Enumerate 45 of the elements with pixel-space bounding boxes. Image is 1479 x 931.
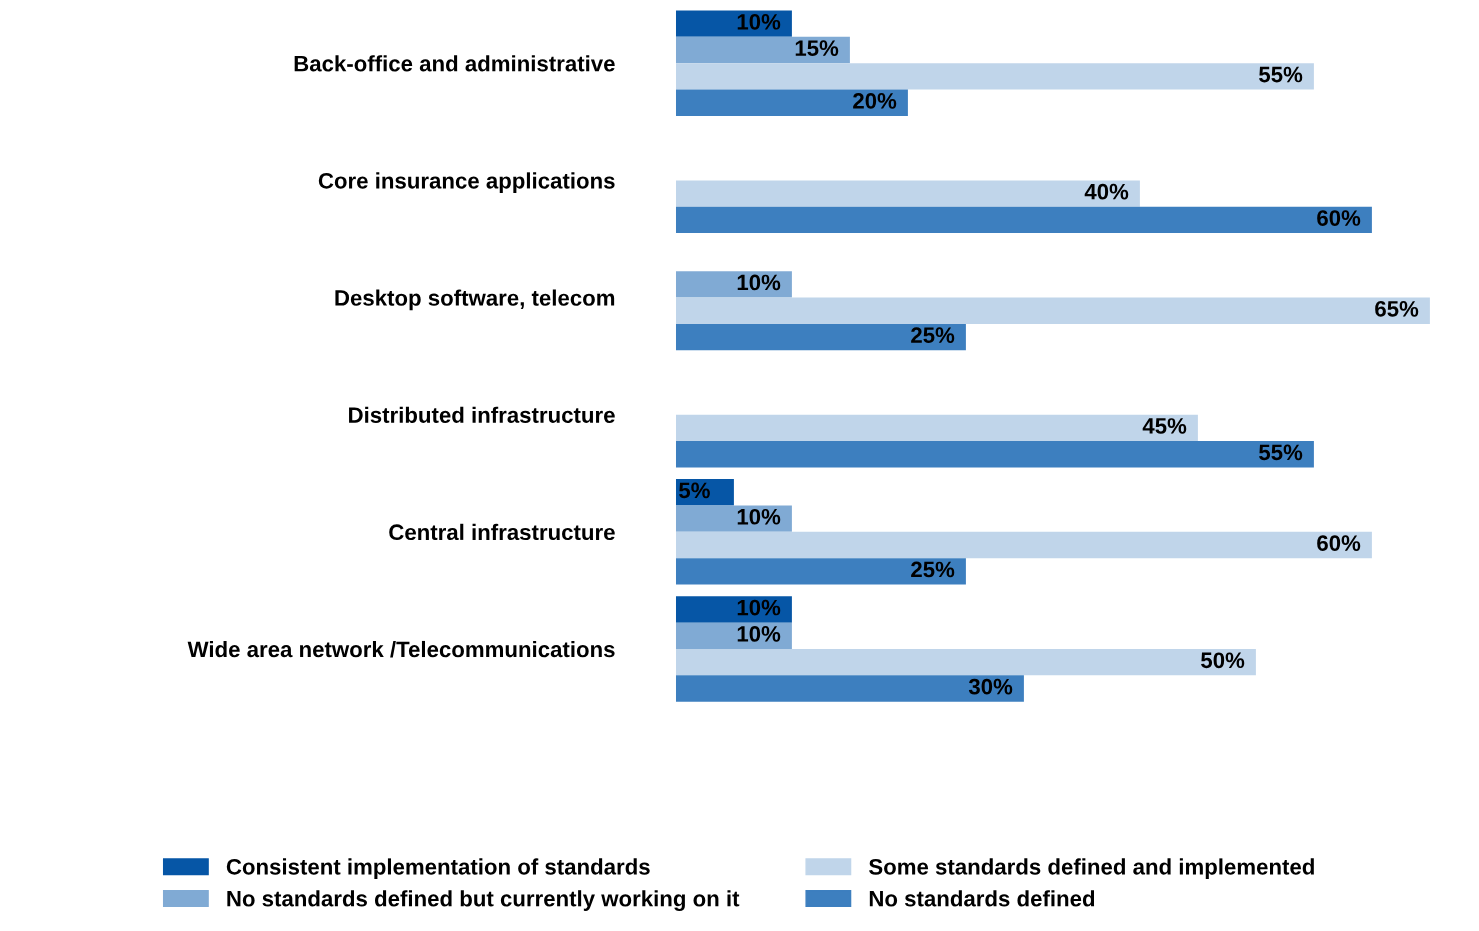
data-label: 10%	[737, 626, 781, 642]
data-label: 65%	[1375, 300, 1419, 317]
bar	[675, 648, 1256, 676]
data-label: 5%	[679, 482, 710, 499]
bar	[675, 558, 966, 585]
data-label: 45%	[1142, 418, 1187, 434]
y-tick-label: Back-office and administrative	[294, 55, 615, 72]
data-label: 15%	[795, 40, 839, 57]
data-label: 60%	[1317, 210, 1361, 226]
data-label: 10%	[737, 508, 781, 525]
bar	[675, 441, 1314, 468]
data-label: 55%	[1259, 444, 1303, 461]
bar	[675, 596, 792, 623]
y-tick-label: Wide area network /Telecommunications	[187, 640, 615, 658]
data-label: 10%	[737, 274, 781, 291]
bar	[675, 63, 1314, 90]
y-tick-label: Core insurance applications	[318, 172, 615, 194]
bar	[675, 271, 792, 298]
bar	[675, 206, 1372, 234]
data-label: 25%	[911, 561, 955, 578]
bar	[675, 89, 908, 116]
data-label: 60%	[1317, 535, 1361, 551]
data-label: 20%	[853, 93, 897, 109]
legend-label: Consistent implementation of standards	[226, 858, 650, 880]
y-tick-label: Distributed infrastructure	[349, 406, 615, 423]
bar	[675, 414, 1198, 442]
y-tick-label: Desktop software, telecom	[335, 289, 615, 311]
legend-label: No standards defined but currently working on it	[227, 890, 740, 911]
data-label: 30%	[968, 678, 1013, 695]
bar	[675, 505, 792, 532]
bar	[675, 531, 1372, 559]
bar	[675, 36, 850, 64]
data-label: 10%	[737, 13, 781, 30]
legend-label: No standards defined	[869, 890, 1095, 907]
bar	[675, 675, 1024, 702]
data-label: 25%	[911, 327, 955, 344]
data-label: 50%	[1201, 652, 1245, 669]
data-label: 40%	[1084, 183, 1129, 200]
y-tick-label: Central infrastructure	[389, 523, 615, 541]
bar	[675, 323, 966, 351]
bar	[675, 180, 1140, 207]
data-label: 55%	[1259, 66, 1303, 83]
data-label: 10%	[737, 599, 781, 616]
bar	[675, 297, 1430, 324]
legend-label: Some standards defined and implemented	[869, 858, 1314, 880]
